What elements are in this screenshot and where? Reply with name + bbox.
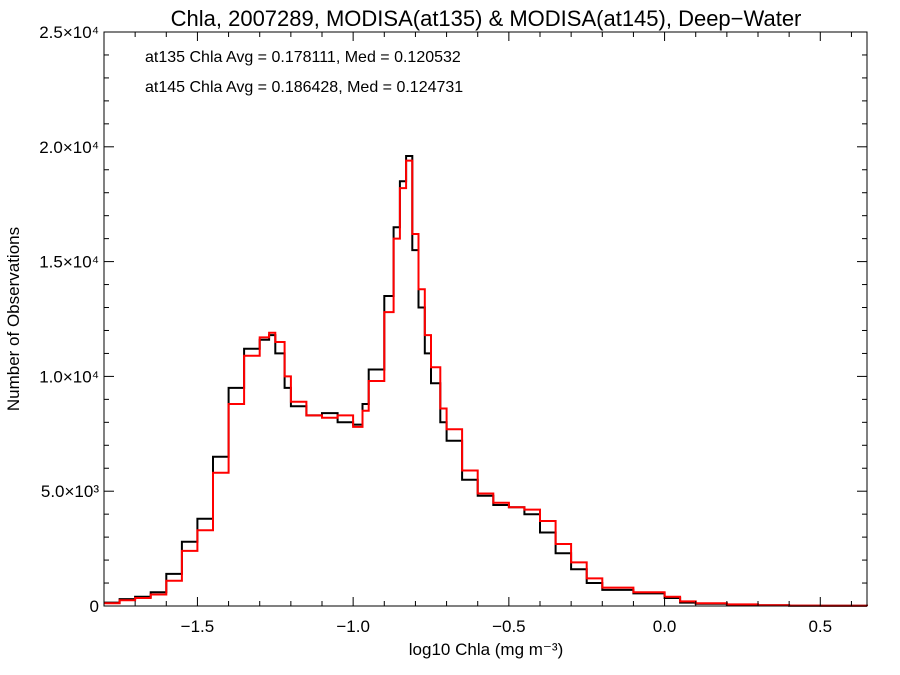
y-tick-label: 1.0×10⁴ [39,367,99,386]
x-tick-label: −0.5 [492,617,526,636]
y-tick-label: 2.0×10⁴ [39,138,99,157]
chart-title: Chla, 2007289, MODISA(at135) & MODISA(at… [171,6,802,31]
x-tick-label: 0.5 [808,617,832,636]
annotation-at135-stats: at135 Chla Avg = 0.178111, Med = 0.12053… [145,49,461,66]
y-axis-label: Number of Observations [4,227,23,411]
plot-frame [103,31,868,607]
x-tick-label: −1.0 [336,617,370,636]
x-axis-label: log10 Chla (mg m⁻³) [409,640,563,659]
x-tick-label: −1.5 [181,617,215,636]
x-tick-label: 0.0 [653,617,677,636]
annotation-at145-stats: at145 Chla Avg = 0.186428, Med = 0.12473… [145,79,463,96]
y-tick-label: 5.0×10³ [41,482,99,501]
series-at135-line [104,155,868,607]
series-layer [104,155,868,607]
y-tick-label: 2.5×10⁴ [39,23,99,42]
series-at145-line [104,159,868,607]
tick-layer: −1.5 −1.0 −0.5 0.0 0.5 0 5.0×10³ 1.0×10⁴ 1.5×10⁴… [39,23,867,636]
y-tick-label: 1.5×10⁴ [39,253,99,272]
y-tick-label: 0 [90,597,99,616]
